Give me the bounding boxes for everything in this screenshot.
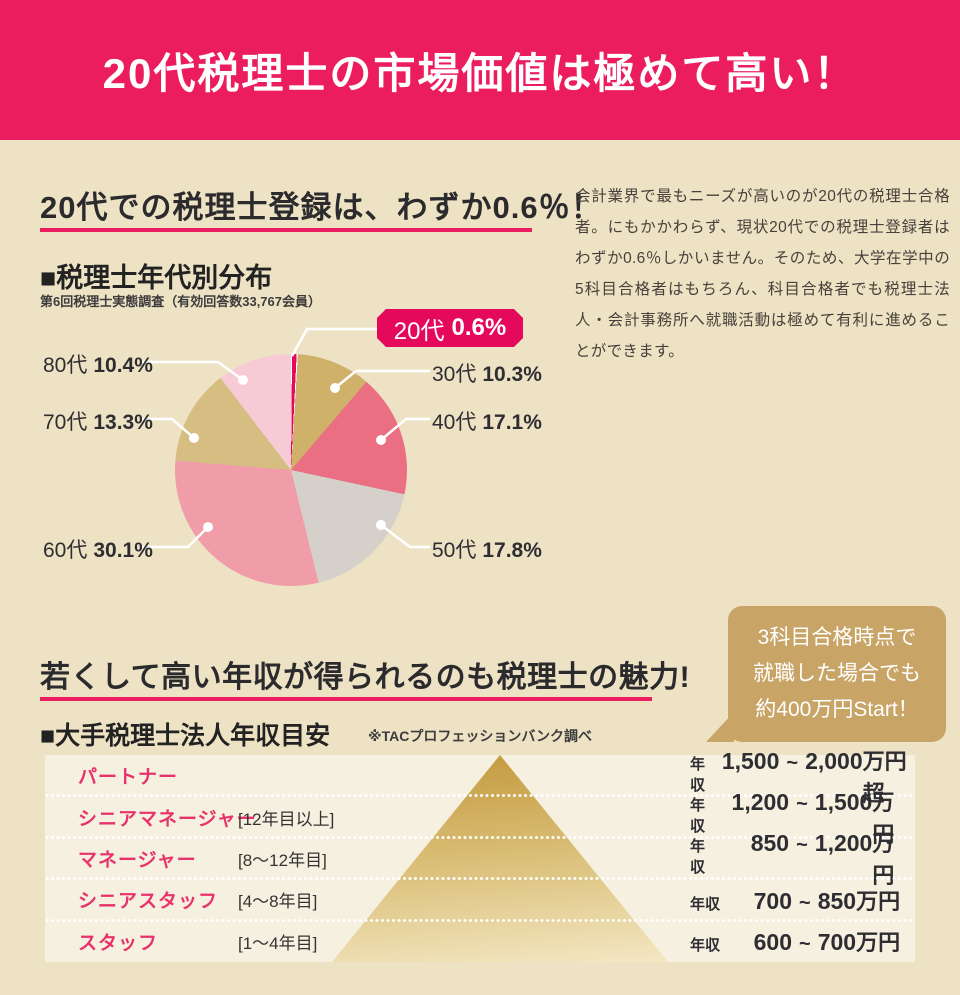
role-label: パートナー (78, 767, 179, 789)
table-row-staff: スタッフ [1～4年目] 年収 600 ~ 700 万円 (45, 921, 915, 962)
bubble-line-1: 3科目合格時点で (757, 626, 917, 649)
salary-prefix: 年収 (690, 838, 706, 877)
bubble-line-2: 就職した場合でも (753, 662, 921, 685)
header-banner: 20代税理士の市場価値は極めて高い！ (0, 0, 960, 140)
pie-label-40s: 40代 17.1% (432, 411, 542, 434)
years-label: [4～8年目] (238, 892, 318, 912)
role-label: スタッフ (78, 932, 159, 954)
pie-chart-source: 第6回税理士実態調査（有効回答数33,767会員） (40, 294, 321, 309)
salary-prefix: 年収 (690, 895, 721, 913)
salary-prefix: 年収 (690, 937, 721, 955)
speech-bubble: 3科目合格時点で 就職した場合でも 約400万円Start！ (728, 606, 946, 742)
section1-headline: 20代での税理士登録は、わずか0.6％！ (40, 190, 603, 225)
section2-headline: 若くして高い年収が得られるのも税理士の魅力! (40, 661, 691, 694)
years-label: [12年目以上] (238, 809, 335, 829)
pie-label-30s: 30代 10.3% (432, 363, 542, 386)
role-label: シニアマネージャー (78, 808, 257, 830)
callout-percent: 0.6% (451, 314, 507, 341)
years-label: [8～12年目] (238, 850, 327, 870)
salary-table-source: ※TACプロフェッションバンク調べ (368, 728, 593, 744)
salary-value: 年収 1,200 ~ 1,500 万円 (690, 789, 895, 848)
pie-label-80s: 80代 10.4% (43, 354, 153, 377)
section1-underline (40, 228, 532, 232)
page-title: 20代税理士の市場価値は極めて高い！ (102, 49, 858, 97)
bubble-line-3: 約400万円Start！ (755, 698, 919, 721)
salary-value: 年収 1,500 ~ 2,000 万円超 (690, 747, 907, 806)
table-row-partner: パートナー 年収 1,500 ~ 2,000 万円超 (45, 748, 915, 806)
salary-rows: パートナー 年収 1,500 ~ 2,000 万円超 シニアマネージャー [12… (45, 748, 915, 962)
pie-chart (175, 354, 407, 586)
pie-label-70s: 70代 13.3% (43, 411, 153, 434)
pie-chart-heading: ■税理士年代別分布 (40, 263, 273, 293)
role-label: シニアスタッフ (78, 891, 219, 913)
years-label: [1～4年目] (238, 933, 318, 953)
table-row-senior-staff: シニアスタッフ [4～8年目] 年収 700 ~ 850 万円 (45, 879, 915, 922)
salary-value: 年収 700 ~ 850 万円 (690, 887, 901, 914)
salary-prefix: 年収 (690, 797, 706, 836)
callout-badge-20s: 20代 0.6% (377, 309, 523, 347)
pie-label-60s: 60代 30.1% (43, 539, 153, 562)
table-row-senior-manager: シニアマネージャー [12年目以上] 年収 1,200 ~ 1,500 万円 (45, 789, 915, 847)
salary-value: 年収 600 ~ 700 万円 (690, 929, 901, 956)
salary-table: パートナー 年収 1,500 ~ 2,000 万円超 シニアマネージャー [12… (45, 748, 915, 962)
salary-table-heading: ■大手税理士法人年収目安 (40, 722, 331, 750)
table-row-manager: マネージャー [8～12年目] 年収 850 ~ 1,200 万円 (45, 830, 915, 888)
salary-value: 年収 850 ~ 1,200 万円 (690, 830, 895, 889)
intro-paragraph: 会計業界で最もニーズが高いのが20代の税理士合格者。にもかかわらず、現状20代で… (575, 188, 950, 360)
leader-20s (290, 327, 377, 357)
section2-underline (40, 697, 652, 701)
role-label: マネージャー (78, 849, 197, 871)
callout-age-label: 20代 (393, 317, 445, 345)
pie-label-50s: 50代 17.8% (432, 539, 542, 562)
salary-prefix: 年収 (690, 755, 706, 794)
